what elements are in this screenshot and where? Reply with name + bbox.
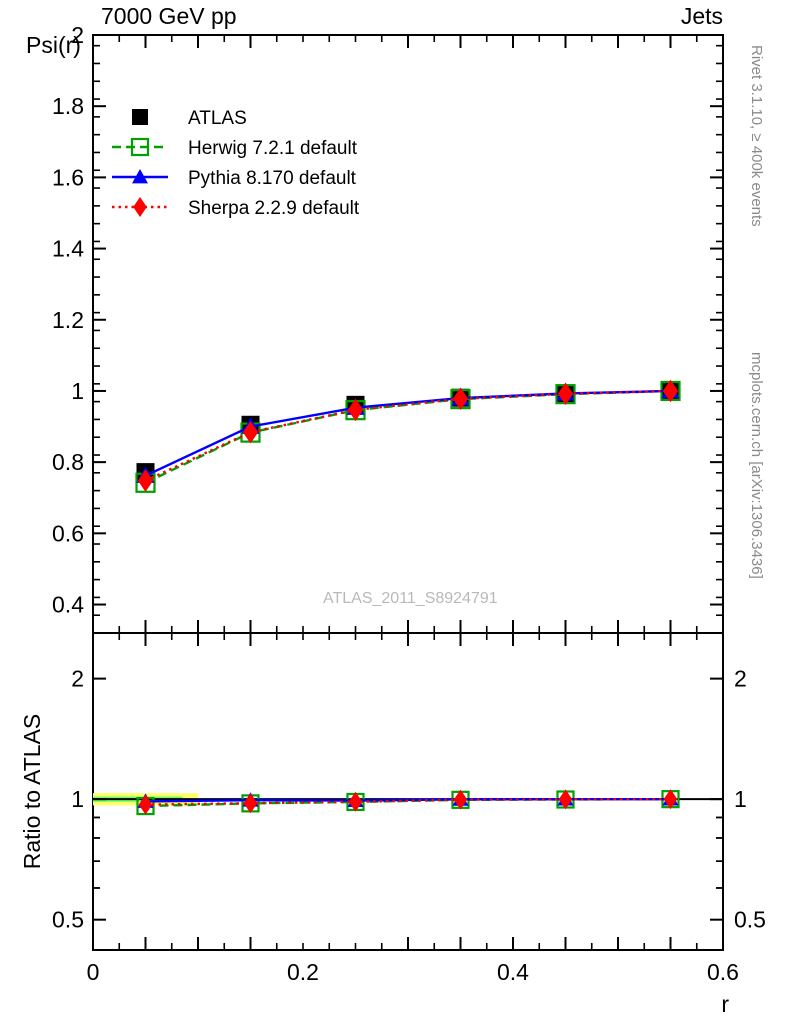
marker-filled-diamond [138,794,153,815]
legend-label: ATLAS [188,108,247,129]
y-tick-label: 1.6 [52,164,84,190]
marker-filled-triangle [132,169,148,184]
y-tick-label: 0.6 [52,520,84,546]
marker-filled-diamond [133,197,147,217]
marker-filled-diamond [662,379,679,403]
marker-filled-diamond [452,387,469,411]
marker-open-square [130,137,150,157]
legend-label: Sherpa 2.2.9 default [188,198,360,219]
marker-filled-diamond [557,382,574,406]
ratio-y-tick-label: 0.5 [52,907,84,933]
series-line [144,389,671,482]
legend-label: Pythia 8.170 default [188,168,357,189]
x-axis-label: r [721,991,729,1017]
series-line [144,389,671,484]
watermark: ATLAS_2011_S8924791 [323,590,498,607]
ratio-y-tick-label: 2 [71,666,84,692]
y-tick-label: 0.4 [52,592,84,618]
ratio-y-tick-label: 1 [71,786,84,812]
marker-filled-diamond [558,789,573,810]
side-label-rivet: Rivet 3.1.10, ≥ 400k events [748,45,765,227]
ratio-y-axis-label: Ratio to ATLAS [19,714,45,870]
x-tick-label: 0.4 [497,959,529,985]
marker-filled-diamond [348,791,363,812]
y-axis-label-main: Psi(r) [26,32,81,58]
series-line [145,797,671,806]
x-tick-label: 0 [87,959,100,985]
marker-filled-diamond [137,469,154,492]
ratio-y-tick-label-right: 0.5 [734,907,766,933]
y-tick-label: 1.4 [52,236,84,262]
marker-filled-diamond [453,789,468,810]
y-tick-label: 0.8 [52,449,84,475]
header-right-title: Jets [681,3,723,29]
ratio-y-tick-label-right: 2 [734,666,747,692]
side-label-mcplots: mcplots.cern.ch [arXiv:1306.3436] [748,352,765,579]
marker-filled-diamond [242,420,259,444]
series-line [145,797,671,803]
x-tick-label: 0.6 [707,959,739,985]
legend-label: Herwig 7.2.1 default [188,138,358,159]
series-line [144,389,671,477]
ratio-panel-frame [92,632,724,951]
marker-filled-diamond [347,398,364,422]
y-tick-label: 1 [71,378,84,404]
marker-filled-diamond [243,793,258,814]
marker-filled-diamond [663,789,678,810]
y-tick-label: 1.2 [52,307,84,333]
marker-filled-square [132,109,148,125]
header-left-title: 7000 GeV pp [101,3,237,29]
y-tick-label: 1.8 [52,93,84,119]
y-tick-label: 2 [71,22,84,48]
x-tick-label: 0.2 [287,959,319,985]
ratio-y-tick-label-right: 1 [734,786,747,812]
